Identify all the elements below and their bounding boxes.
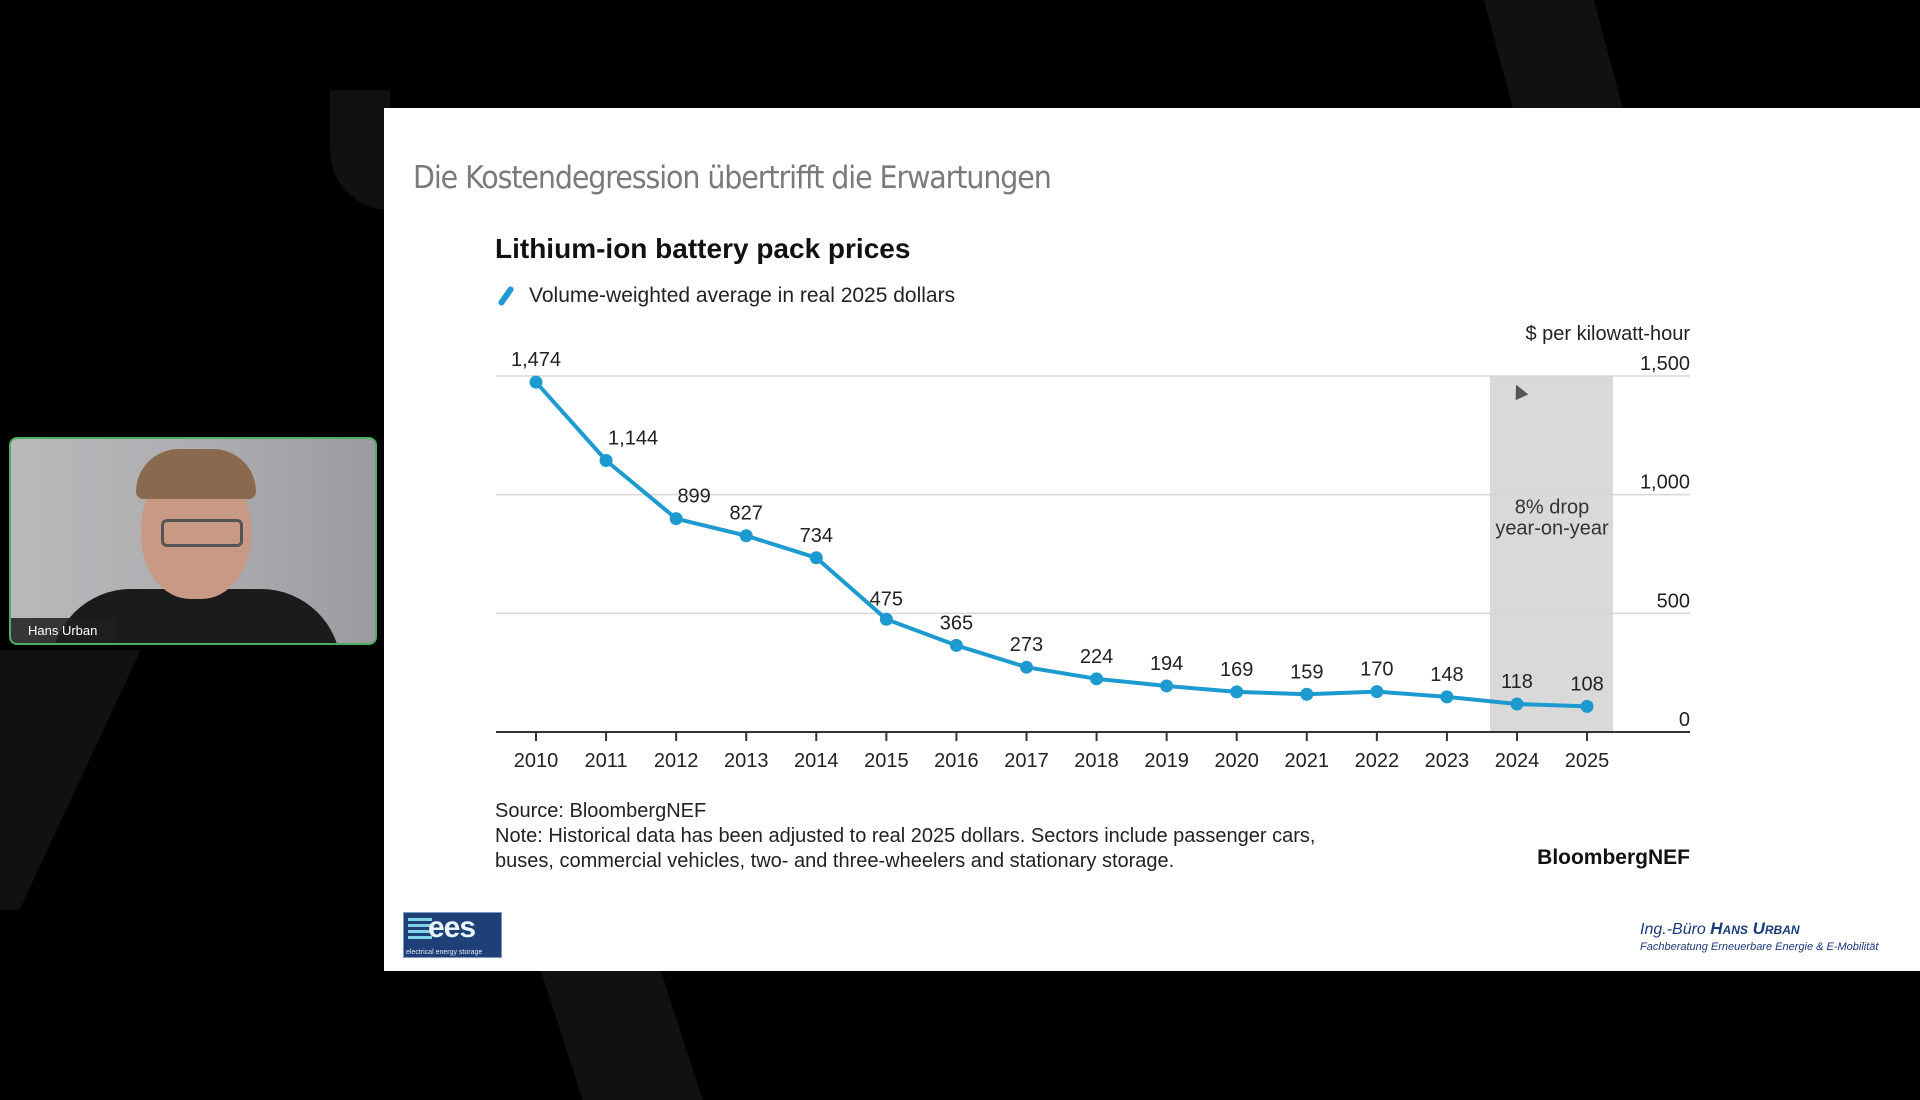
x-tick-label: 2016 xyxy=(934,750,979,772)
y-tick-label: 500 xyxy=(1657,590,1690,612)
data-point xyxy=(949,638,963,652)
footer-brand: Ing.-Büro Hans Urban Fachberatung Erneue… xyxy=(1640,919,1878,953)
data-point xyxy=(809,551,823,565)
x-tick-label: 2022 xyxy=(1355,750,1400,772)
x-tick-label: 2010 xyxy=(514,750,559,772)
x-tick-label: 2020 xyxy=(1214,750,1259,772)
x-tick-label: 2014 xyxy=(794,750,839,772)
slide-title: Die Kostendegression übertrifft die Erwa… xyxy=(413,160,1052,196)
data-label: 194 xyxy=(1150,653,1183,675)
brand-prefix: Ing.-Büro xyxy=(1640,921,1706,938)
data-label: 224 xyxy=(1080,646,1113,668)
note-line-2: buses, commercial vehicles, two- and thr… xyxy=(495,850,1175,872)
data-label: 159 xyxy=(1290,661,1323,683)
y-axis-label: $ per kilowatt-hour xyxy=(1525,323,1690,345)
y-tick-label: 1,000 xyxy=(1640,472,1690,494)
note-line-1: Note: Historical data has been adjusted … xyxy=(495,825,1316,847)
data-label: 365 xyxy=(940,612,973,634)
x-tick-label: 2018 xyxy=(1074,750,1119,772)
data-label: 899 xyxy=(677,486,710,508)
data-label: 118 xyxy=(1501,671,1533,693)
source-text: Source: BloombergNEF xyxy=(495,800,707,822)
chart-title: Lithium-ion battery pack prices xyxy=(495,233,911,264)
data-point xyxy=(879,612,893,626)
glasses-icon xyxy=(161,519,243,547)
data-label: 1,474 xyxy=(511,349,561,371)
ees-logo: ees electrical energy storage xyxy=(403,911,502,958)
data-label: 108 xyxy=(1570,673,1603,695)
data-label: 169 xyxy=(1220,659,1253,681)
presentation-slide: Die Kostendegression übertrifft die Erwa… xyxy=(384,108,1920,971)
data-point xyxy=(1370,685,1384,699)
x-tick-label: 2011 xyxy=(585,750,628,772)
brand-tagline: Fachberatung Erneuerbare Energie & E-Mob… xyxy=(1640,941,1879,953)
logo-subtitle: electrical energy storage xyxy=(406,949,483,956)
data-point xyxy=(1300,687,1314,701)
data-label: 273 xyxy=(1010,634,1043,656)
data-point xyxy=(739,529,753,543)
highlight-band xyxy=(1489,376,1614,732)
data-point xyxy=(1440,690,1454,704)
data-point xyxy=(599,453,613,467)
brand-name: Hans Urban xyxy=(1710,919,1800,938)
x-tick-label: 2015 xyxy=(864,750,909,772)
data-label: 148 xyxy=(1430,664,1463,686)
y-tick-label: 0 xyxy=(1679,709,1690,731)
data-point xyxy=(1160,679,1174,693)
bloombergnef-brand: BloombergNEF xyxy=(1537,846,1690,869)
x-tick-label: 2025 xyxy=(1565,750,1610,772)
background-stripe xyxy=(0,650,141,910)
data-point xyxy=(529,375,543,389)
participant-video-tile[interactable]: Hans Urban xyxy=(9,437,377,645)
chart-legend: Volume-weighted average in real 2025 dol… xyxy=(495,284,955,308)
data-label: 734 xyxy=(800,525,833,547)
data-point xyxy=(1090,672,1104,686)
chart-source-notes: Source: BloombergNEF Note: Historical da… xyxy=(495,799,1315,874)
data-label: 1,144 xyxy=(608,427,658,449)
logo-bars-icon xyxy=(408,918,432,944)
x-tick-label: 2019 xyxy=(1144,750,1189,772)
x-tick-label: 2017 xyxy=(1004,750,1049,772)
data-point xyxy=(1019,660,1033,674)
data-label: 475 xyxy=(870,588,903,610)
data-label: 170 xyxy=(1360,659,1393,681)
annotation-line-2: year-on-year xyxy=(1495,518,1609,540)
series-line xyxy=(534,380,1588,709)
annotation-line-1: 8% drop xyxy=(1515,497,1590,519)
background-stripe xyxy=(330,90,390,210)
data-point xyxy=(669,512,683,526)
data-point xyxy=(1510,697,1524,711)
background-stripe xyxy=(537,960,703,1100)
x-tick-label: 2024 xyxy=(1495,750,1540,772)
x-tick-label: 2023 xyxy=(1425,750,1470,772)
legend-label: Volume-weighted average in real 2025 dol… xyxy=(529,284,956,307)
y-tick-label: 1,500 xyxy=(1640,353,1690,375)
data-point xyxy=(1230,685,1244,699)
x-tick-label: 2013 xyxy=(724,750,769,772)
x-tick-label: 2021 xyxy=(1285,750,1330,772)
data-label: 827 xyxy=(730,503,763,525)
participant-name-tag: Hans Urban xyxy=(11,618,118,643)
logo-text: ees xyxy=(428,911,476,944)
data-point xyxy=(1580,699,1594,713)
x-tick-label: 2012 xyxy=(654,750,699,772)
participant-hair xyxy=(136,449,256,499)
